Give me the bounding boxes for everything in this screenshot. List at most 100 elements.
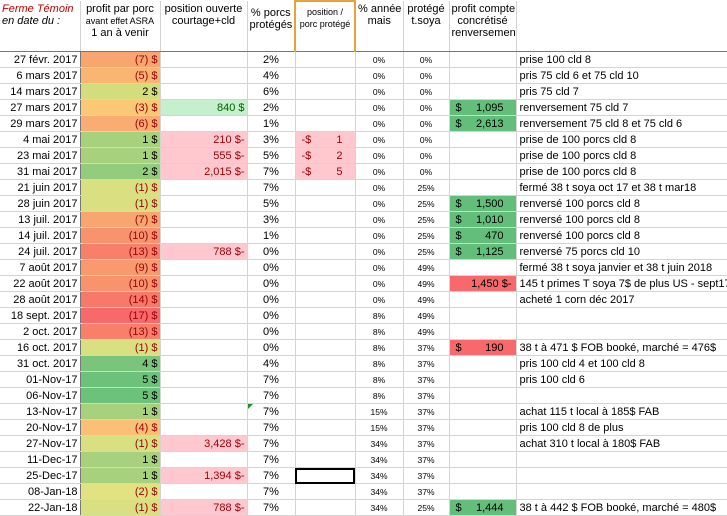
soya-cell[interactable]: 0% <box>403 67 450 84</box>
pos-per-cell[interactable] <box>295 83 356 100</box>
mais-cell[interactable]: 0% <box>355 291 404 308</box>
mais-cell[interactable]: 8% <box>355 371 404 388</box>
date-cell[interactable]: 22-Jan-18 <box>0 499 81 516</box>
date-cell[interactable]: 6 mars 2017 <box>0 67 81 84</box>
pos-per-cell[interactable] <box>295 403 356 420</box>
soya-cell[interactable]: 25% <box>403 195 450 212</box>
profit-cell[interactable]: 2 $ <box>80 83 161 100</box>
profit-cell[interactable]: (9) $ <box>80 259 161 276</box>
compte-cell[interactable]: $1,125 <box>449 243 517 260</box>
header-compte[interactable]: profit compte concrétisé renversement <box>449 1 517 52</box>
note-cell[interactable] <box>516 467 727 484</box>
date-cell[interactable]: 31 mai 2017 <box>0 163 81 180</box>
profit-cell[interactable]: (10) $ <box>80 227 161 244</box>
note-cell[interactable] <box>516 387 727 404</box>
position-cell[interactable] <box>160 387 248 404</box>
note-cell[interactable]: 38 t à 471 $ FOB booké, marché = 476$ <box>516 339 727 356</box>
soya-cell[interactable]: 37% <box>403 483 450 500</box>
pct-cell[interactable]: 7% <box>247 451 296 468</box>
pos-per-cell[interactable] <box>295 227 356 244</box>
pct-cell[interactable]: 0% <box>247 275 296 292</box>
soya-cell[interactable]: 49% <box>403 275 450 292</box>
note-cell[interactable]: renversé 100 porcs cld 8 <box>516 195 727 212</box>
position-cell[interactable] <box>160 403 248 420</box>
soya-cell[interactable]: 25% <box>403 243 450 260</box>
mais-cell[interactable]: 0% <box>355 227 404 244</box>
profit-cell[interactable]: 1 $ <box>80 451 161 468</box>
pct-cell[interactable]: 7% <box>247 483 296 500</box>
compte-cell[interactable]: $2,613 <box>449 115 517 132</box>
compte-cell[interactable] <box>449 67 517 84</box>
pos-per-cell[interactable] <box>295 115 356 132</box>
profit-cell[interactable]: (1) $ <box>80 499 161 516</box>
date-cell[interactable]: 06-Nov-17 <box>0 387 81 404</box>
compte-cell[interactable] <box>449 259 517 276</box>
compte-cell[interactable]: $1,010 <box>449 211 517 228</box>
position-cell[interactable] <box>160 419 248 436</box>
soya-cell[interactable]: 0% <box>403 163 450 180</box>
note-cell[interactable]: renversement 75 cld 7 <box>516 99 727 116</box>
pos-per-cell[interactable] <box>295 435 356 452</box>
mais-cell[interactable]: 34% <box>355 483 404 500</box>
note-cell[interactable]: renversé 75 porcs cld 10 <box>516 243 727 260</box>
pos-per-cell[interactable]: -$ 5 <box>295 163 356 180</box>
header-position[interactable]: position ouverte courtage+cld <box>160 1 248 52</box>
soya-cell[interactable]: 25% <box>403 179 450 196</box>
profit-cell[interactable]: 1 $ <box>80 131 161 148</box>
mais-cell[interactable]: 0% <box>355 99 404 116</box>
note-cell[interactable]: pris 75 cld 6 et 75 cld 10 <box>516 67 727 84</box>
pct-cell[interactable]: 1% <box>247 115 296 132</box>
pct-cell[interactable]: 7% <box>247 179 296 196</box>
mais-cell[interactable]: 0% <box>355 131 404 148</box>
compte-cell[interactable]: $470 <box>449 227 517 244</box>
date-cell[interactable]: 27 févr. 2017 <box>0 51 81 68</box>
date-cell[interactable]: 28 août 2017 <box>0 291 81 308</box>
date-cell[interactable]: 25-Dec-17 <box>0 467 81 484</box>
note-cell[interactable]: pris 75 cld 7 <box>516 83 727 100</box>
position-cell[interactable]: 788 $- <box>160 243 248 260</box>
soya-cell[interactable]: 49% <box>403 307 450 324</box>
date-cell[interactable]: 24 juil. 2017 <box>0 243 81 260</box>
compte-cell[interactable] <box>449 51 517 68</box>
pos-per-cell[interactable] <box>295 275 356 292</box>
pos-per-cell[interactable] <box>295 51 356 68</box>
pct-cell[interactable]: 0% <box>247 339 296 356</box>
pct-cell[interactable]: 5% <box>247 195 296 212</box>
mais-cell[interactable]: 0% <box>355 259 404 276</box>
pct-cell[interactable]: 4% <box>247 67 296 84</box>
pct-cell[interactable]: 7% <box>247 371 296 388</box>
note-cell[interactable]: achat 310 t local à 180$ FAB <box>516 435 727 452</box>
soya-cell[interactable]: 0% <box>403 131 450 148</box>
pct-cell[interactable]: 2% <box>247 99 296 116</box>
profit-cell[interactable]: (17) $ <box>80 307 161 324</box>
pos-per-cell[interactable] <box>295 371 356 388</box>
compte-cell[interactable] <box>449 467 517 484</box>
profit-cell[interactable]: (5) $ <box>80 67 161 84</box>
pos-per-cell[interactable] <box>295 67 356 84</box>
pos-per-cell[interactable] <box>295 211 356 228</box>
note-cell[interactable]: fermé 38 t soya oct 17 et 38 t mar18 <box>516 179 727 196</box>
pos-per-cell[interactable] <box>295 355 356 372</box>
date-cell[interactable]: 14 juil. 2017 <box>0 227 81 244</box>
header-notes[interactable] <box>516 1 727 52</box>
position-cell[interactable] <box>160 371 248 388</box>
note-cell[interactable]: 38 t à 442 $ FOB booké, marché = 480$ <box>516 499 727 516</box>
soya-cell[interactable]: 37% <box>403 435 450 452</box>
profit-cell[interactable]: (1) $ <box>80 339 161 356</box>
position-cell[interactable]: 210 $- <box>160 131 248 148</box>
note-cell[interactable] <box>516 451 727 468</box>
compte-cell[interactable]: 1,450 $- <box>449 275 517 292</box>
position-cell[interactable] <box>160 355 248 372</box>
note-cell[interactable]: pris 100 cld 4 et 100 cld 8 <box>516 355 727 372</box>
compte-cell[interactable]: $1,095 <box>449 99 517 116</box>
soya-cell[interactable]: 37% <box>403 403 450 420</box>
position-cell[interactable] <box>160 211 248 228</box>
note-cell[interactable]: prise de 100 porcs cld 8 <box>516 147 727 164</box>
position-cell[interactable] <box>160 483 248 500</box>
position-cell[interactable] <box>160 291 248 308</box>
mais-cell[interactable]: 0% <box>355 243 404 260</box>
soya-cell[interactable]: 0% <box>403 115 450 132</box>
pos-per-cell[interactable]: -$ 1 <box>295 131 356 148</box>
pos-per-cell[interactable] <box>295 323 356 340</box>
position-cell[interactable] <box>160 323 248 340</box>
